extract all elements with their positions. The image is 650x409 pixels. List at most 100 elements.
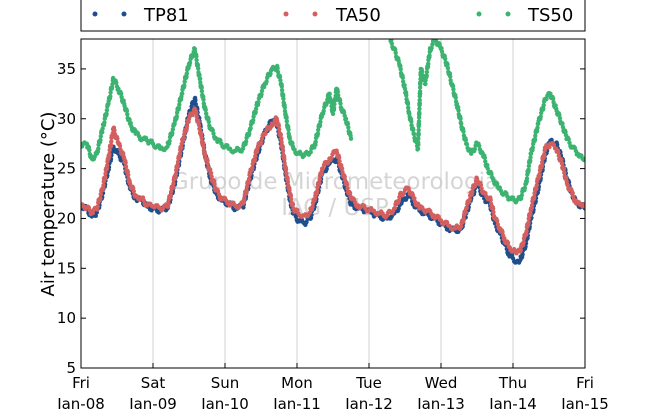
data-point bbox=[204, 111, 209, 116]
x-tick-label-date: Jan-10 bbox=[200, 395, 249, 409]
legend-marker-tp81 bbox=[121, 11, 127, 17]
data-point bbox=[557, 116, 563, 121]
data-point bbox=[280, 148, 286, 153]
data-point bbox=[264, 79, 269, 84]
data-point bbox=[90, 210, 96, 216]
data-point bbox=[194, 54, 199, 59]
data-point bbox=[205, 158, 210, 163]
data-point bbox=[196, 119, 201, 125]
legend-marker-ta50 bbox=[312, 11, 318, 17]
data-point bbox=[571, 194, 576, 199]
data-point bbox=[281, 96, 286, 101]
data-point bbox=[317, 177, 322, 182]
data-point bbox=[336, 93, 341, 98]
data-point bbox=[345, 186, 350, 191]
data-point bbox=[98, 195, 103, 201]
data-point bbox=[295, 207, 300, 213]
data-point bbox=[563, 129, 568, 135]
legend-box bbox=[80, 0, 586, 32]
data-point bbox=[284, 171, 289, 176]
data-point bbox=[211, 131, 216, 136]
data-point bbox=[179, 145, 184, 150]
data-point bbox=[293, 214, 299, 219]
data-point bbox=[559, 157, 564, 163]
data-point bbox=[284, 119, 289, 124]
legend-entry-ta50: TA50 bbox=[283, 5, 381, 26]
data-point bbox=[206, 119, 211, 125]
data-point bbox=[542, 152, 547, 157]
data-point bbox=[400, 75, 405, 80]
data-point bbox=[533, 133, 538, 138]
data-point bbox=[491, 209, 496, 215]
data-point bbox=[519, 193, 524, 198]
data-point bbox=[199, 135, 204, 141]
data-point bbox=[123, 164, 129, 169]
data-point bbox=[320, 166, 326, 171]
legend-marker-ta50 bbox=[283, 11, 289, 17]
data-point bbox=[416, 119, 422, 124]
data-point bbox=[175, 163, 180, 168]
data-point bbox=[401, 79, 406, 84]
data-point bbox=[193, 98, 198, 103]
data-point bbox=[464, 142, 470, 147]
data-point bbox=[485, 166, 490, 171]
data-point bbox=[406, 105, 411, 110]
x-tick-label-weekday: Sat bbox=[141, 374, 166, 392]
data-point bbox=[275, 69, 281, 75]
data-point bbox=[423, 78, 428, 83]
data-point bbox=[489, 171, 494, 176]
plot-frame bbox=[80, 38, 586, 369]
data-point bbox=[321, 108, 326, 114]
data-point bbox=[197, 126, 202, 131]
data-point bbox=[345, 121, 351, 127]
x-tick-label-date: Jan-13 bbox=[416, 395, 465, 409]
data-point bbox=[417, 110, 422, 115]
data-point bbox=[199, 85, 204, 90]
data-point bbox=[107, 147, 112, 153]
data-point bbox=[118, 91, 124, 96]
data-point bbox=[427, 53, 432, 58]
data-point bbox=[244, 184, 250, 189]
data-point bbox=[101, 183, 106, 188]
data-point bbox=[565, 183, 570, 188]
data-point bbox=[570, 190, 575, 196]
data-point bbox=[327, 91, 332, 97]
data-point bbox=[174, 114, 179, 119]
data-point bbox=[317, 180, 322, 185]
data-point bbox=[289, 197, 294, 202]
data-point bbox=[439, 46, 444, 51]
data-point bbox=[277, 74, 283, 80]
x-tick-label-weekday: Fri bbox=[576, 374, 594, 392]
data-point bbox=[203, 107, 208, 113]
data-point bbox=[313, 139, 318, 144]
data-point bbox=[103, 174, 108, 180]
data-point bbox=[182, 83, 187, 88]
data-point bbox=[335, 89, 340, 94]
data-point bbox=[416, 140, 421, 145]
data-point bbox=[203, 153, 208, 158]
data-point bbox=[278, 78, 283, 83]
data-point bbox=[417, 89, 423, 94]
data-point bbox=[553, 103, 558, 108]
data-point bbox=[109, 85, 115, 90]
data-point bbox=[343, 116, 349, 122]
data-points bbox=[81, 39, 585, 265]
data-point bbox=[426, 61, 431, 66]
data-point bbox=[561, 166, 567, 172]
data-point bbox=[470, 189, 475, 194]
data-point bbox=[315, 131, 321, 136]
data-point bbox=[252, 157, 258, 162]
data-point bbox=[520, 252, 525, 257]
data-point bbox=[342, 174, 347, 179]
data-point bbox=[411, 131, 417, 137]
data-point bbox=[424, 69, 430, 75]
data-point bbox=[251, 118, 256, 123]
y-tick-label: 25 bbox=[57, 160, 76, 178]
data-point bbox=[115, 136, 120, 141]
data-point bbox=[170, 184, 176, 189]
data-point bbox=[315, 189, 320, 194]
x-tick-label-weekday: Wed bbox=[425, 374, 458, 392]
data-point bbox=[495, 218, 500, 224]
data-point bbox=[169, 189, 174, 194]
data-point bbox=[396, 198, 401, 203]
